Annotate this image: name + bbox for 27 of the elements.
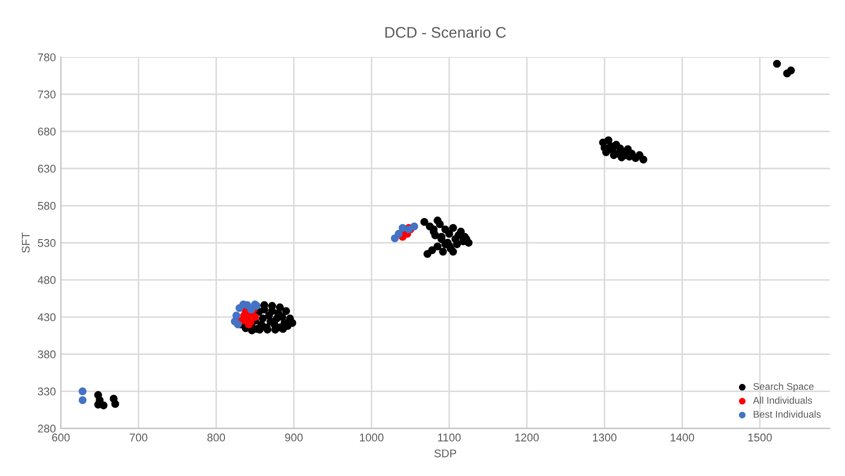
x-tick-label: 1000 [360, 434, 384, 442]
y-tick-label: 430 [38, 313, 56, 322]
y-tick-label: 330 [38, 388, 56, 396]
y-tick-label: 580 [38, 202, 56, 210]
y-tick-label: 680 [38, 128, 56, 136]
x-axis-title: SDP [434, 449, 456, 458]
x-tick-label: 900 [285, 434, 303, 442]
y-tick-label: 480 [38, 276, 56, 284]
x-tick-label: 1500 [748, 434, 772, 442]
x-tick-label: 1300 [593, 434, 616, 442]
y-axis-title: SFT [22, 232, 30, 253]
y-tick-label: 280 [38, 424, 56, 433]
y-tick-label: 380 [38, 350, 56, 358]
x-tick-label: 800 [207, 434, 226, 442]
y-tick-label: 530 [38, 239, 56, 247]
y-tick-label: 730 [38, 90, 56, 98]
x-tick-label: 600 [52, 434, 70, 442]
chart-title: DCD - Scenario C [385, 26, 506, 38]
x-tick-label: 1400 [670, 434, 694, 442]
legend-label: All Individuals [752, 396, 812, 404]
x-tick-label: 700 [130, 434, 148, 442]
legend-label: Search Space [753, 382, 814, 392]
y-tick-label: 780 [38, 53, 56, 62]
x-tick-label: 1100 [438, 434, 461, 442]
legend-label: Best Individuals [754, 410, 821, 418]
y-tick-label: 630 [38, 164, 56, 173]
x-tick-label: 1200 [515, 434, 539, 442]
